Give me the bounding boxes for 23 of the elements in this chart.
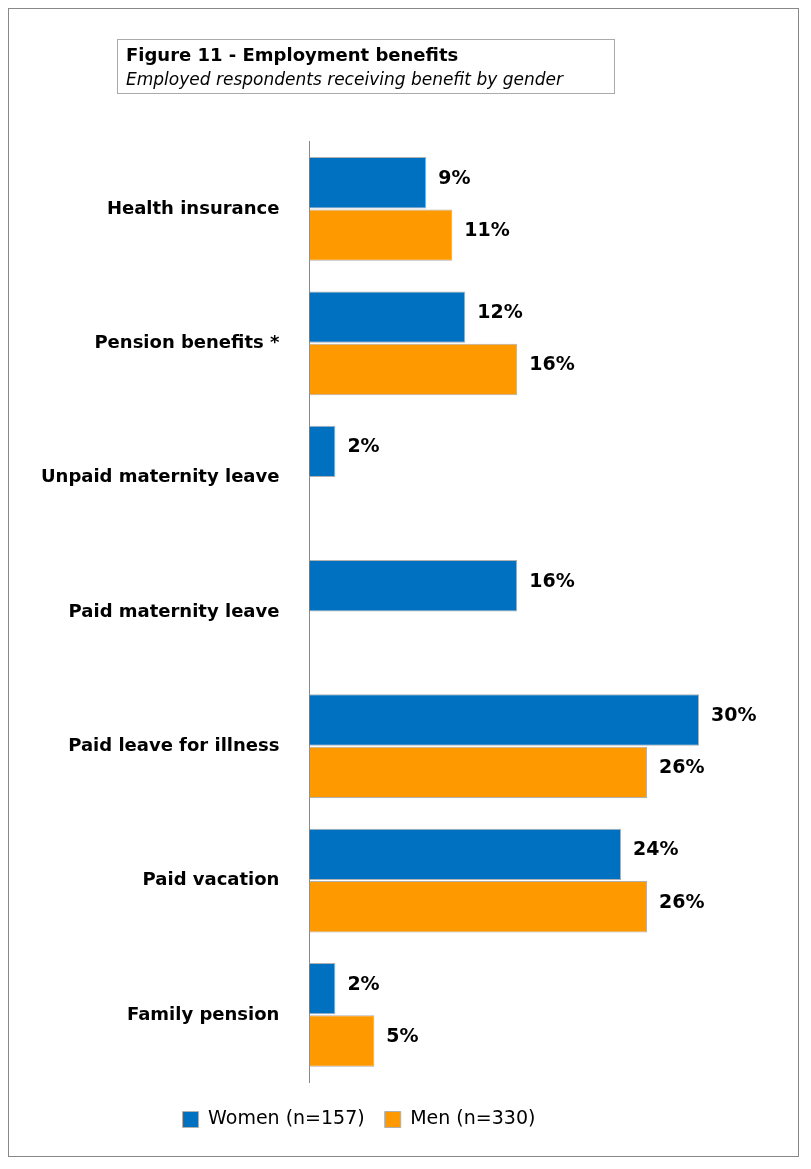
data-label: 16% [529,352,575,375]
y-tick-label: Paid maternity leave [68,599,280,621]
legend-label: Men (n=330) [410,1106,536,1129]
data-label: 30% [711,702,757,725]
data-label: 16% [529,568,575,591]
y-tick-label: Pension benefits * [94,330,280,352]
y-tick-label: Health insurance [106,196,280,218]
data-label: 9% [438,165,471,188]
chart-subtitle: Employed respondents receiving benefit by gender [126,69,565,89]
data-label: 5% [386,1023,419,1046]
legend-label: Women (n=157) [208,1106,365,1129]
data-label: 11% [464,218,510,241]
chart-title: Figure 11 - Employment benefits [126,44,460,65]
data-label: 12% [477,300,523,323]
y-tick-label: Family pension [126,1002,280,1024]
data-label: 26% [659,889,705,912]
data-label: 2% [347,971,380,994]
data-label: 24% [633,837,679,860]
y-tick-label: Unpaid maternity leave [40,465,280,487]
y-tick-label: Paid leave for illness [68,733,280,755]
y-tick-label: Paid vacation [142,868,280,890]
data-label: 2% [347,434,380,457]
data-label: 26% [659,755,705,778]
